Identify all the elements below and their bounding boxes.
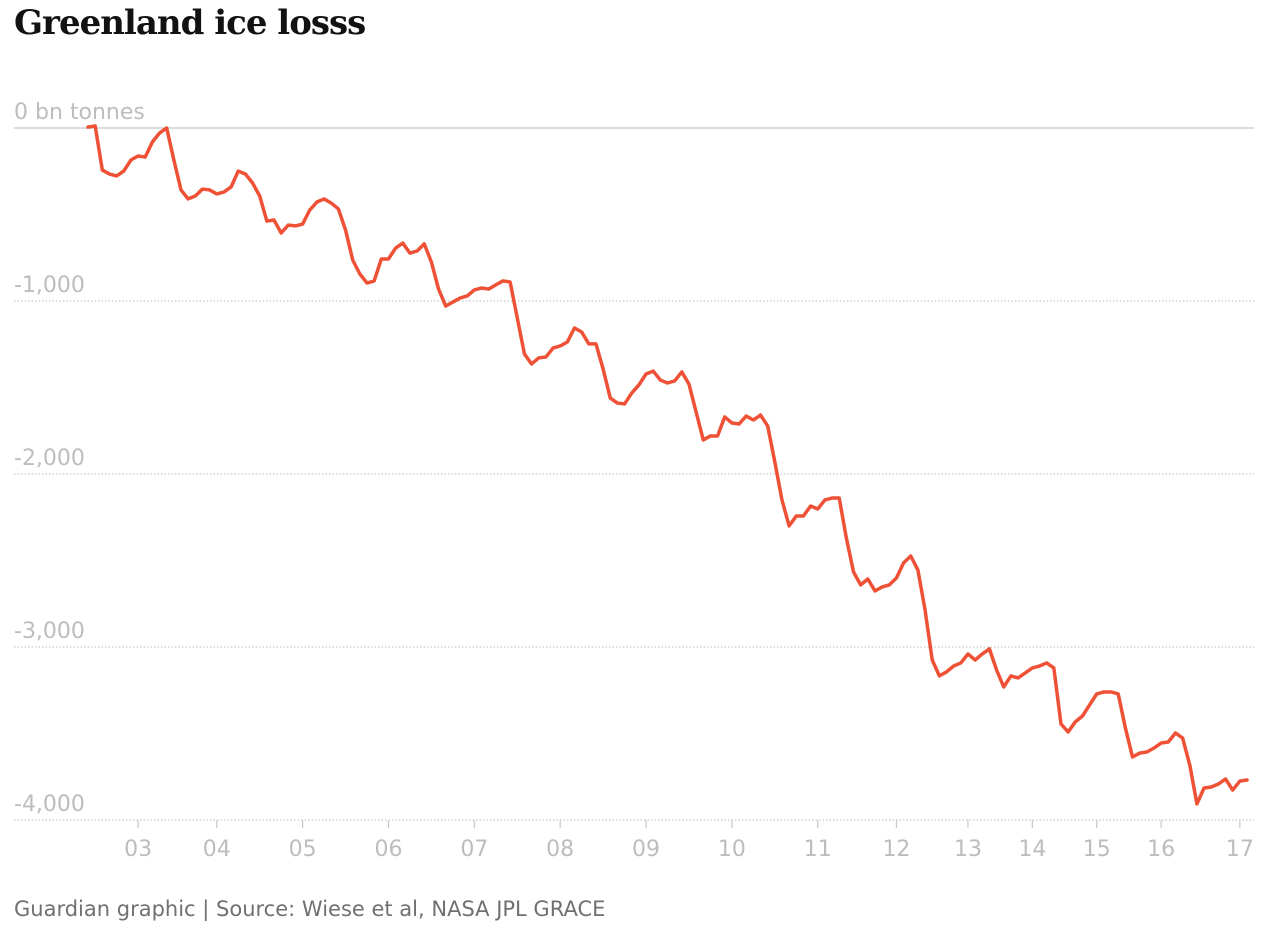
x-tick-label: 05 <box>289 837 317 862</box>
y-tick-label: -4,000 <box>14 792 85 817</box>
x-tick-label: 08 <box>546 837 574 862</box>
x-tick-label: 13 <box>954 837 982 862</box>
x-tick-label: 03 <box>124 837 152 862</box>
x-tick-label: 04 <box>203 837 231 862</box>
x-tick-label: 06 <box>374 837 402 862</box>
source-note: Guardian graphic | Source: Wiese et al, … <box>14 897 605 922</box>
y-tick-label: -2,000 <box>14 446 85 471</box>
x-tick-label: 07 <box>460 837 488 862</box>
chart-title: Greenland ice losss <box>14 3 365 43</box>
x-tick-label: 11 <box>804 837 832 862</box>
data-line <box>86 124 1249 806</box>
y-tick-label: -1,000 <box>14 273 85 298</box>
y-tick-label: 0 bn tonnes <box>14 100 145 125</box>
x-tick-label: 15 <box>1083 837 1111 862</box>
x-tick-label: 17 <box>1226 837 1254 862</box>
x-tick-label: 14 <box>1018 837 1046 862</box>
x-tick-label: 10 <box>718 837 746 862</box>
x-tick-label: 12 <box>882 837 910 862</box>
x-tick-label: 16 <box>1147 837 1175 862</box>
y-tick-label: -3,000 <box>14 619 85 644</box>
x-tick-label: 09 <box>632 837 660 862</box>
